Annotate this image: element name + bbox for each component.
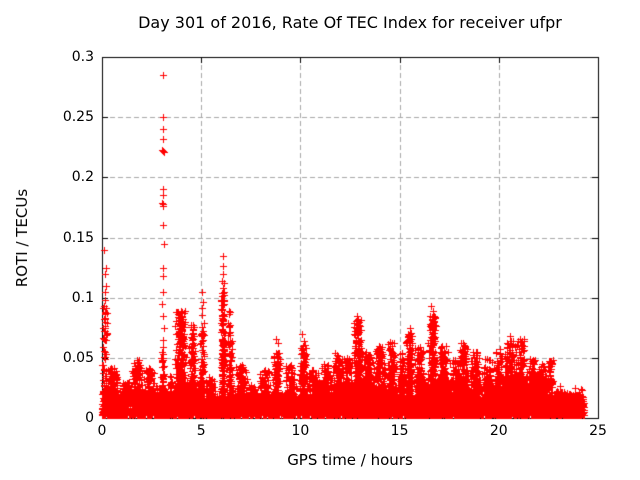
y-tick-label: 0.1 [71, 289, 94, 306]
y-tick-label: 0.2 [71, 169, 94, 186]
x-tick-label: 25 [589, 423, 607, 439]
x-tick-label: 5 [196, 423, 206, 439]
x-tick-label: 0 [97, 423, 107, 439]
y-tick-label: 0.3 [71, 49, 94, 65]
x-tick-label: 15 [390, 423, 409, 439]
x-tick-label: 20 [489, 423, 508, 439]
y-tick-label: 0.25 [62, 109, 94, 126]
chart-title: Day 301 of 2016, Rate Of TEC Index for r… [138, 13, 562, 32]
y-tick-label: 0.05 [62, 349, 94, 366]
y-tick-label: 0 [85, 410, 94, 426]
x-axis-label: GPS time / hours [287, 451, 413, 469]
y-tick-label: 0.15 [62, 229, 94, 246]
x-tick-label: 10 [291, 423, 310, 439]
